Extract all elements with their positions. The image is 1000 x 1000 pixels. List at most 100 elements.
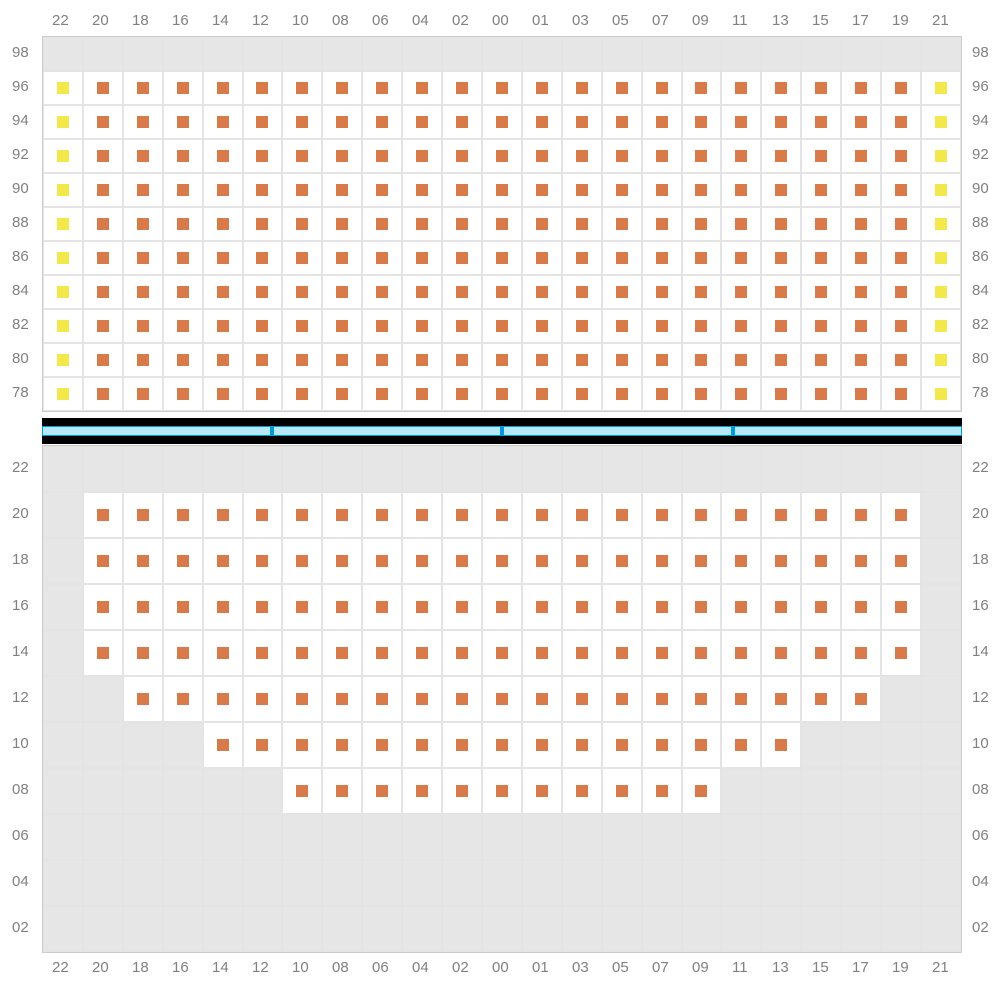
seat-cell[interactable] [322,722,362,768]
seat-cell[interactable] [761,173,801,207]
seat-cell[interactable] [682,676,722,722]
seat-cell[interactable] [243,492,283,538]
seat-cell[interactable] [402,538,442,584]
seat-cell[interactable] [602,309,642,343]
seat-cell[interactable] [721,722,761,768]
seat-cell[interactable] [682,343,722,377]
seat-cell[interactable] [801,275,841,309]
seat-cell[interactable] [362,492,402,538]
seat-cell[interactable] [442,722,482,768]
seat-cell[interactable] [123,630,163,676]
seat-cell[interactable] [721,377,761,411]
seat-cell[interactable] [442,71,482,105]
seat-cell[interactable] [243,241,283,275]
seat-cell[interactable] [642,71,682,105]
seat-cell[interactable] [921,207,961,241]
seat-cell[interactable] [442,538,482,584]
seat-cell[interactable] [522,309,562,343]
seat-cell[interactable] [402,630,442,676]
seat-cell[interactable] [362,71,402,105]
seat-cell[interactable] [163,538,203,584]
seat-cell[interactable] [682,768,722,814]
seat-cell[interactable] [642,275,682,309]
seat-cell[interactable] [881,173,921,207]
seat-cell[interactable] [362,538,402,584]
seat-cell[interactable] [721,492,761,538]
seat-cell[interactable] [282,275,322,309]
seat-cell[interactable] [921,275,961,309]
seat-cell[interactable] [841,377,881,411]
seat-cell[interactable] [83,538,123,584]
seat-cell[interactable] [163,207,203,241]
seat-cell[interactable] [682,207,722,241]
seat-cell[interactable] [801,584,841,630]
seat-cell[interactable] [123,584,163,630]
seat-cell[interactable] [123,538,163,584]
seat-cell[interactable] [921,241,961,275]
seat-cell[interactable] [682,241,722,275]
seat-cell[interactable] [203,492,243,538]
seat-cell[interactable] [163,343,203,377]
seat-cell[interactable] [562,676,602,722]
seat-cell[interactable] [282,105,322,139]
seat-cell[interactable] [602,584,642,630]
seat-cell[interactable] [522,241,562,275]
seat-cell[interactable] [163,139,203,173]
seat-cell[interactable] [442,241,482,275]
seat-cell[interactable] [721,343,761,377]
seat-cell[interactable] [322,492,362,538]
seat-cell[interactable] [442,676,482,722]
seat-cell[interactable] [243,630,283,676]
seat-cell[interactable] [721,207,761,241]
seat-cell[interactable] [322,275,362,309]
seat-cell[interactable] [163,584,203,630]
seat-cell[interactable] [43,275,83,309]
seat-cell[interactable] [682,492,722,538]
seat-cell[interactable] [83,377,123,411]
seat-cell[interactable] [203,241,243,275]
seat-cell[interactable] [482,275,522,309]
seat-cell[interactable] [442,492,482,538]
seat-cell[interactable] [562,139,602,173]
seat-cell[interactable] [83,139,123,173]
seat-cell[interactable] [602,275,642,309]
seat-cell[interactable] [642,768,682,814]
seat-cell[interactable] [322,630,362,676]
seat-cell[interactable] [83,207,123,241]
seat-cell[interactable] [921,377,961,411]
seat-cell[interactable] [522,377,562,411]
seat-cell[interactable] [642,343,682,377]
seat-cell[interactable] [243,584,283,630]
seat-cell[interactable] [203,139,243,173]
seat-cell[interactable] [203,309,243,343]
seat-cell[interactable] [921,343,961,377]
seat-cell[interactable] [282,492,322,538]
seat-cell[interactable] [921,71,961,105]
seat-cell[interactable] [721,241,761,275]
seat-cell[interactable] [322,584,362,630]
seat-cell[interactable] [43,139,83,173]
seat-cell[interactable] [43,105,83,139]
seat-cell[interactable] [442,768,482,814]
seat-cell[interactable] [522,105,562,139]
seat-cell[interactable] [642,676,682,722]
seat-cell[interactable] [761,538,801,584]
seat-cell[interactable] [761,139,801,173]
seat-cell[interactable] [761,584,801,630]
seat-cell[interactable] [801,343,841,377]
seat-cell[interactable] [203,584,243,630]
seat-cell[interactable] [602,139,642,173]
seat-cell[interactable] [682,377,722,411]
seat-cell[interactable] [322,241,362,275]
seat-cell[interactable] [402,722,442,768]
seat-cell[interactable] [83,173,123,207]
seat-cell[interactable] [642,309,682,343]
seat-cell[interactable] [642,139,682,173]
seat-cell[interactable] [203,722,243,768]
seat-cell[interactable] [482,241,522,275]
seat-cell[interactable] [442,207,482,241]
seat-cell[interactable] [362,139,402,173]
seat-cell[interactable] [761,309,801,343]
seat-cell[interactable] [562,241,602,275]
seat-cell[interactable] [163,71,203,105]
